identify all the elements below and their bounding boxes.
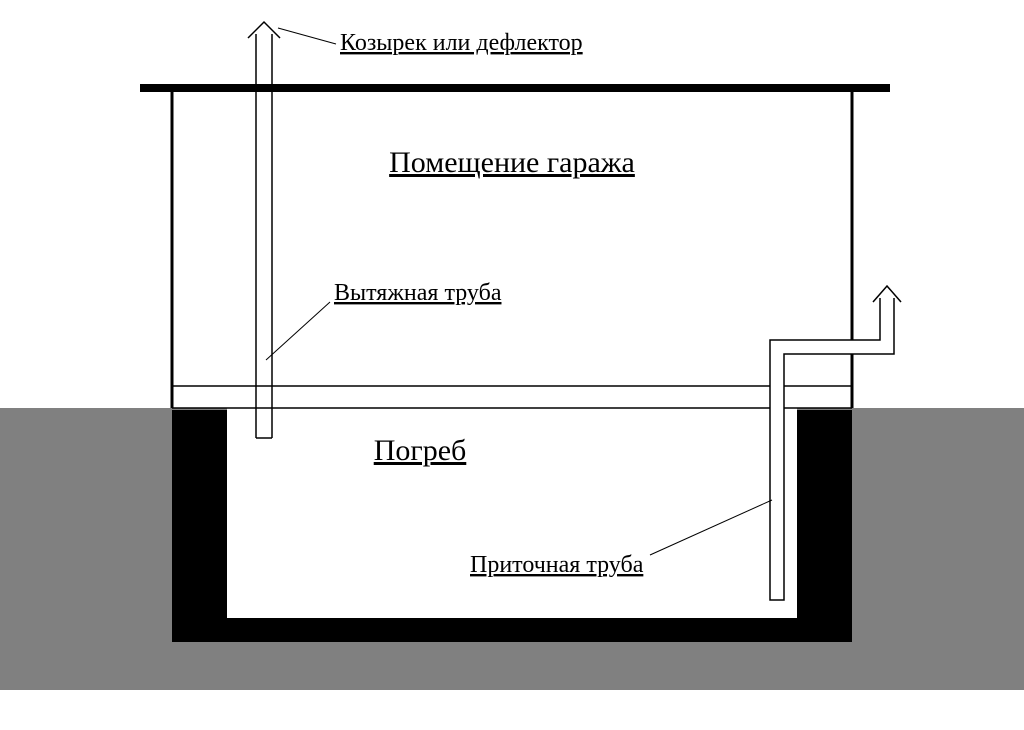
label-exhaust: Вытяжная труба (334, 280, 502, 306)
cellar-interior (227, 408, 797, 618)
label-cellar: Погреб (374, 434, 467, 467)
cellar-floor (172, 618, 852, 642)
label-intake: Приточная труба (470, 552, 644, 578)
garage-roof (140, 84, 890, 92)
label-garage-room: Помещение гаража (389, 146, 635, 179)
cellar-ventilation-diagram: Козырек или дефлектор Помещение гаража Выт… (0, 0, 1024, 730)
foundation-right (797, 410, 852, 618)
label-deflector: Козырек или дефлектор (340, 30, 583, 56)
foundation-left (172, 410, 227, 618)
